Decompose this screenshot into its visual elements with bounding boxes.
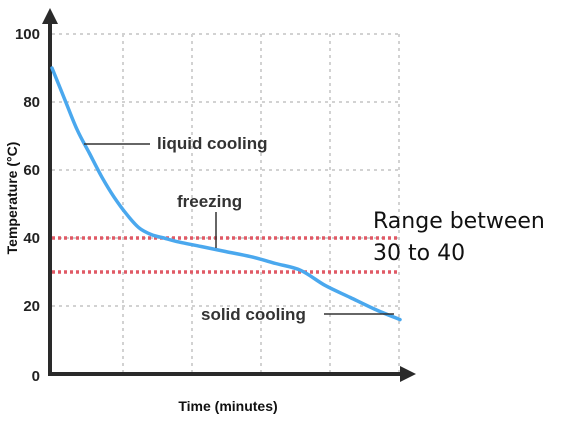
- y-tick-label: 80: [23, 94, 40, 111]
- range-annotation-line2: 30 to 40: [373, 241, 465, 266]
- y-tick-label: 20: [23, 298, 40, 315]
- reference-lines: [52, 236, 400, 274]
- y-tick-label: 40: [23, 230, 40, 247]
- annotations: liquid cooling freezing solid cooling Ra…: [84, 134, 545, 324]
- y-axis-title: Temperature (°C): [4, 142, 20, 255]
- y-tick-labels: 0 20 40 60 80 100: [15, 26, 40, 385]
- series-line: [50, 66, 402, 322]
- y-axis-arrow: [42, 8, 58, 24]
- x-axis-title: Time (minutes): [178, 398, 277, 414]
- solid-cooling-label: solid cooling: [201, 305, 306, 324]
- y-tick-label: 100: [15, 26, 40, 43]
- y-tick-label: 60: [23, 162, 40, 179]
- freezing-label: freezing: [177, 192, 242, 211]
- x-axis-arrow: [400, 366, 416, 382]
- axes: [42, 8, 416, 382]
- range-annotation-line1: Range between: [373, 209, 545, 234]
- y-tick-label: 0: [32, 368, 40, 385]
- liquid-cooling-label: liquid cooling: [157, 134, 267, 153]
